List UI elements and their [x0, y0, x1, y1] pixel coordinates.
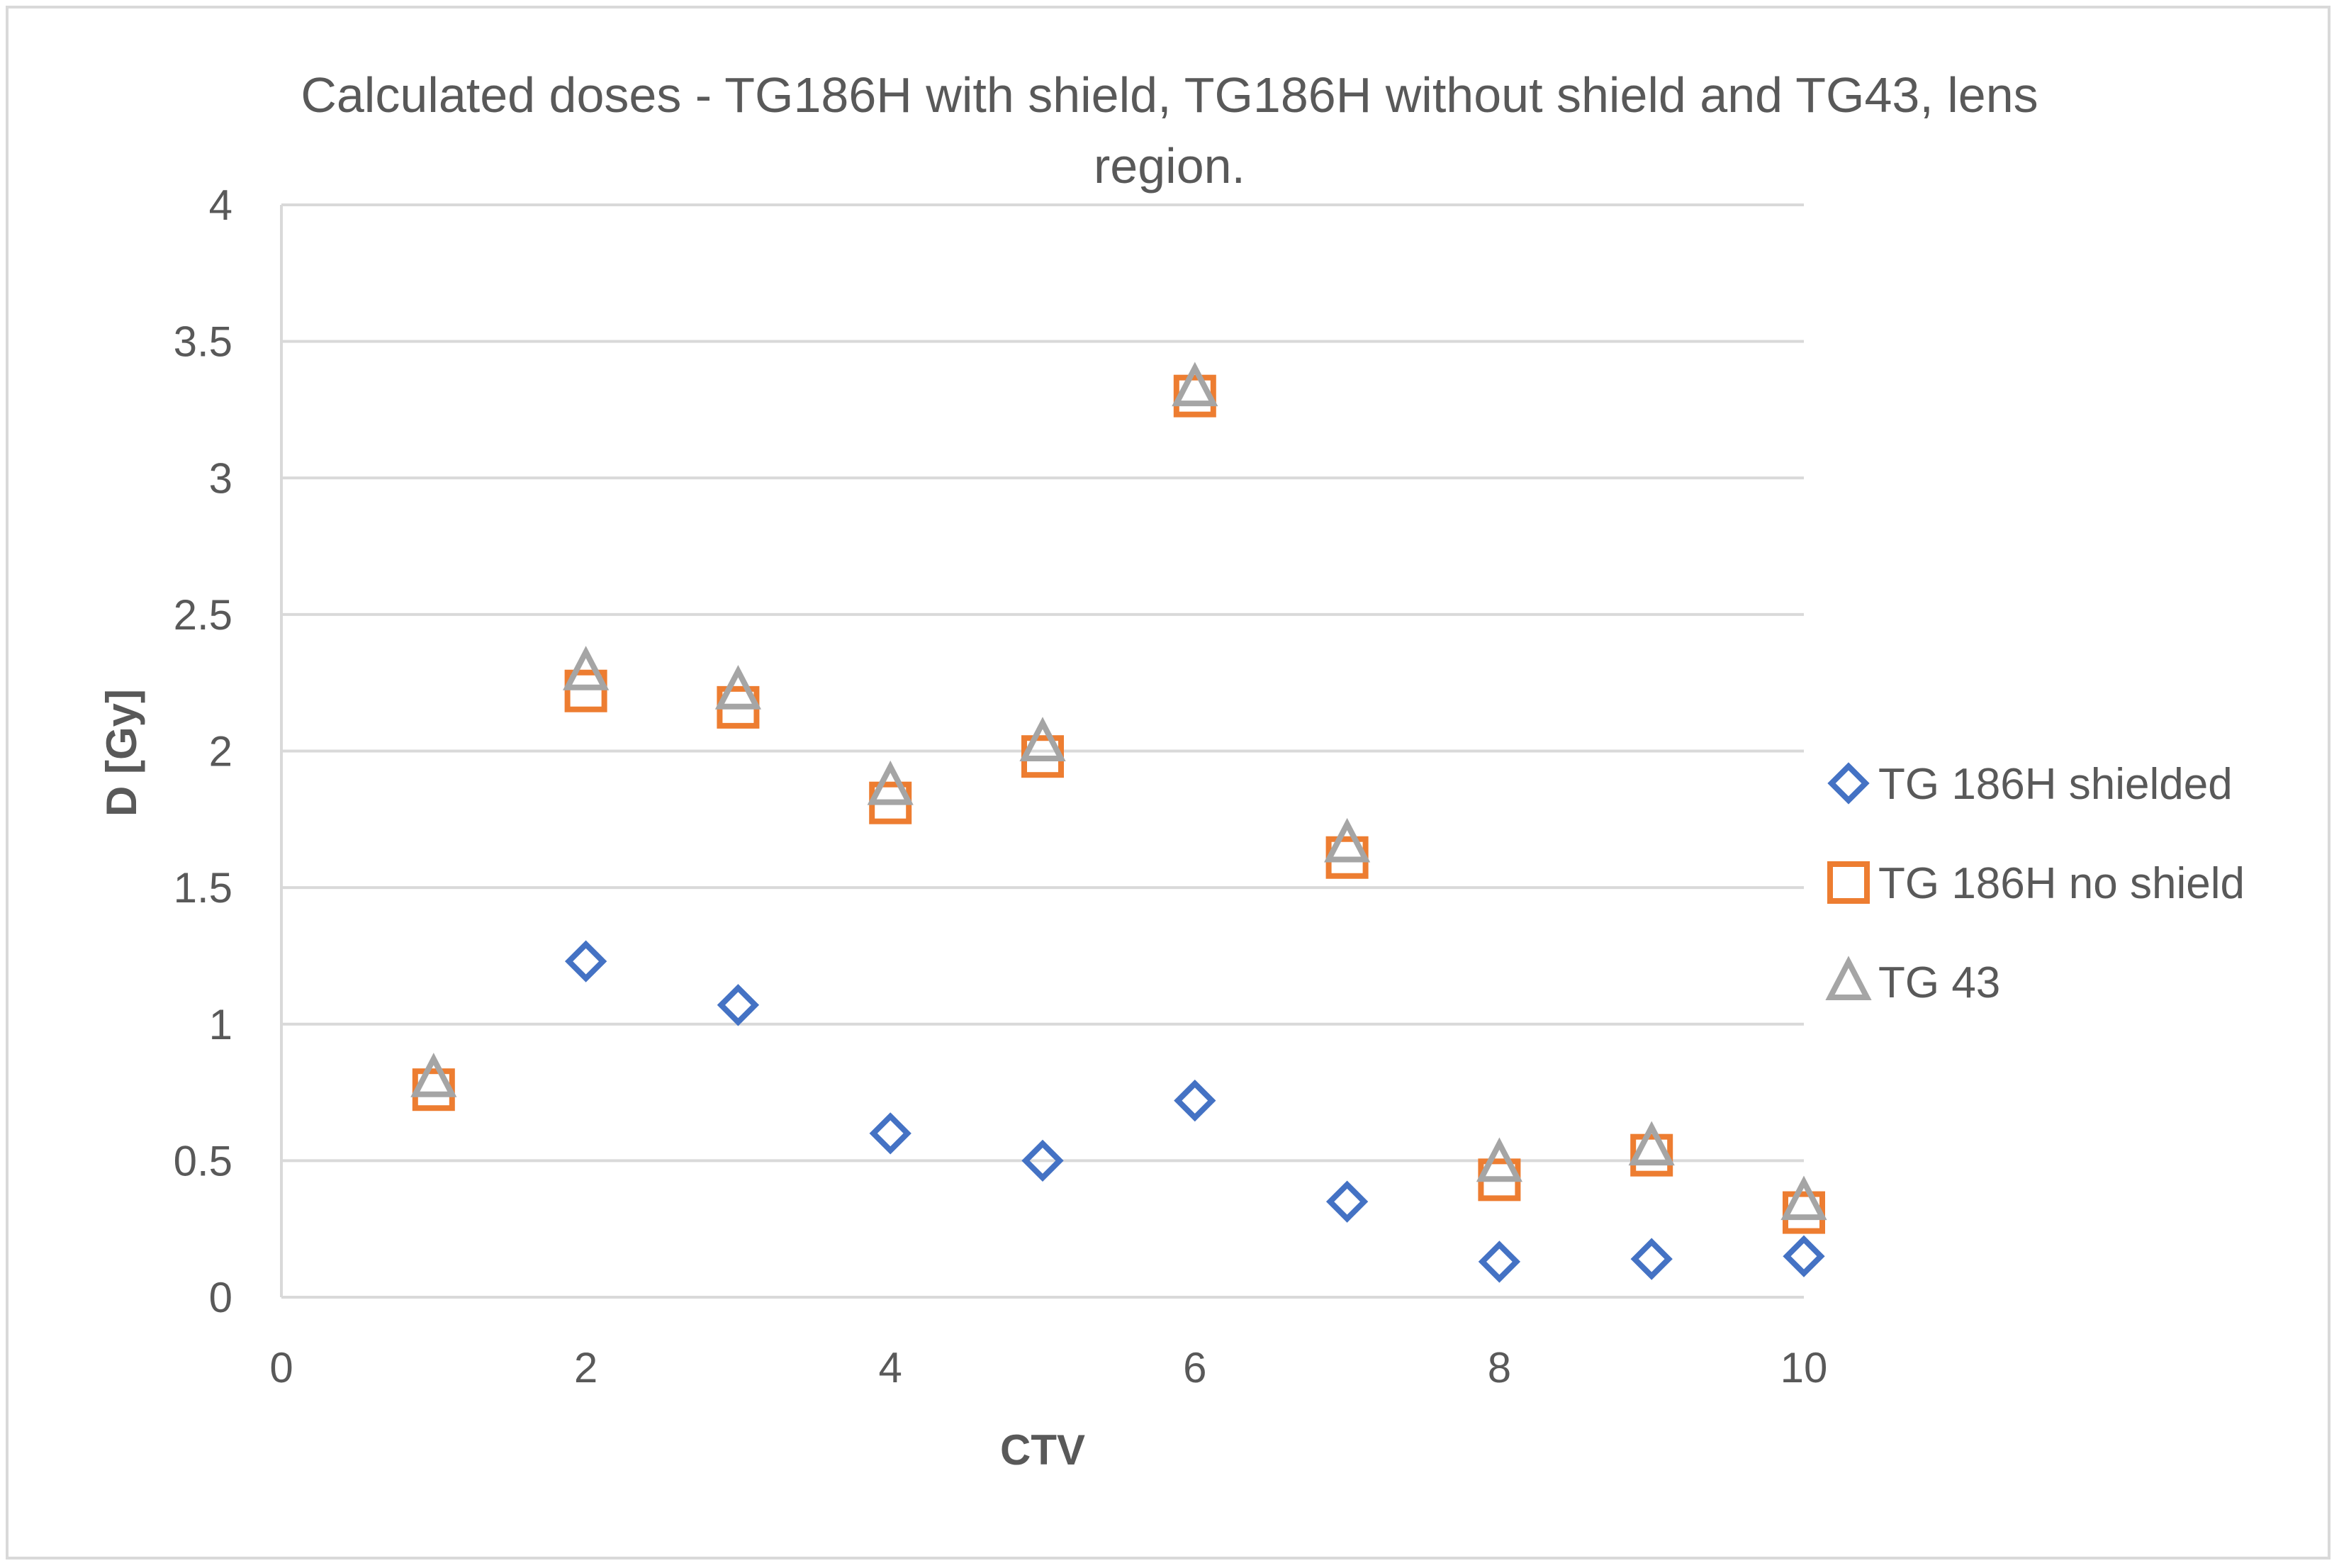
data-point-triangle	[714, 665, 761, 710]
series-square	[412, 374, 1825, 1234]
y-tick-label: 1.5	[174, 864, 232, 912]
data-point-triangle	[1628, 1121, 1675, 1166]
data-point-triangle	[867, 760, 914, 805]
x-tick-label: 4	[879, 1344, 902, 1391]
legend-label: TG 43	[1878, 958, 2000, 1007]
data-point-diamond	[1478, 1241, 1521, 1283]
data-point-triangle	[1780, 1175, 1827, 1221]
chart-title-line-1: Calculated doses - TG186H with shield, T…	[301, 67, 2038, 123]
x-tick-label: 6	[1183, 1344, 1206, 1391]
data-point-diamond	[1630, 1238, 1673, 1280]
x-axis-label: CTV	[1000, 1426, 1085, 1474]
data-point-triangle	[1172, 362, 1218, 407]
legend-item: TG 186H shielded	[1827, 760, 2233, 809]
gridlines	[280, 203, 1804, 1299]
legend-marker-square	[1827, 861, 1870, 904]
data-point-triangle	[563, 646, 610, 690]
data-point-diamond	[1174, 1079, 1216, 1122]
data-point-square	[1173, 374, 1216, 418]
series-diamond	[564, 940, 1825, 1283]
legend-marker-diamond	[1827, 762, 1870, 805]
chart-title-line-2: region.	[1094, 138, 1245, 194]
y-tick-label: 3.5	[174, 318, 232, 366]
y-axis-ticks: 0 0.5 1 1.5 2 2.5 3 3.5 4	[174, 181, 232, 1321]
x-tick-label: 8	[1488, 1344, 1511, 1391]
data-point-square	[564, 669, 607, 712]
legend-marker-triangle	[1825, 956, 1872, 1000]
legend-label: TG 186H no shield	[1878, 859, 2245, 908]
x-tick-label: 2	[574, 1344, 598, 1391]
y-tick-label: 0.5	[174, 1137, 232, 1185]
legend-item: TG 43	[1825, 956, 2000, 1007]
data-point-square	[1630, 1133, 1673, 1177]
x-tick-label: 10	[1780, 1344, 1828, 1391]
data-point-diamond	[564, 940, 607, 982]
y-tick-label: 2	[209, 728, 232, 775]
data-point-diamond	[869, 1112, 912, 1155]
data-point-diamond	[1021, 1139, 1064, 1182]
x-axis-ticks: 0 2 4 6 8 10	[269, 1344, 1827, 1391]
series-triangle	[410, 362, 1827, 1221]
data-point-triangle	[1324, 817, 1371, 863]
y-tick-label: 2.5	[174, 591, 232, 639]
y-tick-label: 3	[209, 454, 232, 502]
data-point-triangle	[1476, 1137, 1522, 1182]
x-tick-label: 0	[269, 1344, 293, 1391]
data-point-triangle	[1019, 717, 1066, 761]
y-tick-label: 0	[209, 1274, 232, 1321]
legend: TG 186H shielded TG 186H no shield TG 43	[1825, 760, 2245, 1007]
y-tick-label: 1	[209, 1001, 232, 1048]
data-point-diamond	[717, 984, 760, 1026]
data-points	[410, 362, 1827, 1283]
data-point-triangle	[410, 1053, 457, 1097]
legend-label: TG 186H shielded	[1878, 760, 2233, 809]
data-point-diamond	[1783, 1235, 1825, 1277]
y-tick-label: 4	[209, 181, 232, 229]
y-axis-label: D [Gy]	[98, 689, 145, 817]
chart-area	[6, 6, 2330, 1559]
data-point-diamond	[1325, 1180, 1369, 1223]
legend-item: TG 186H no shield	[1827, 859, 2245, 908]
